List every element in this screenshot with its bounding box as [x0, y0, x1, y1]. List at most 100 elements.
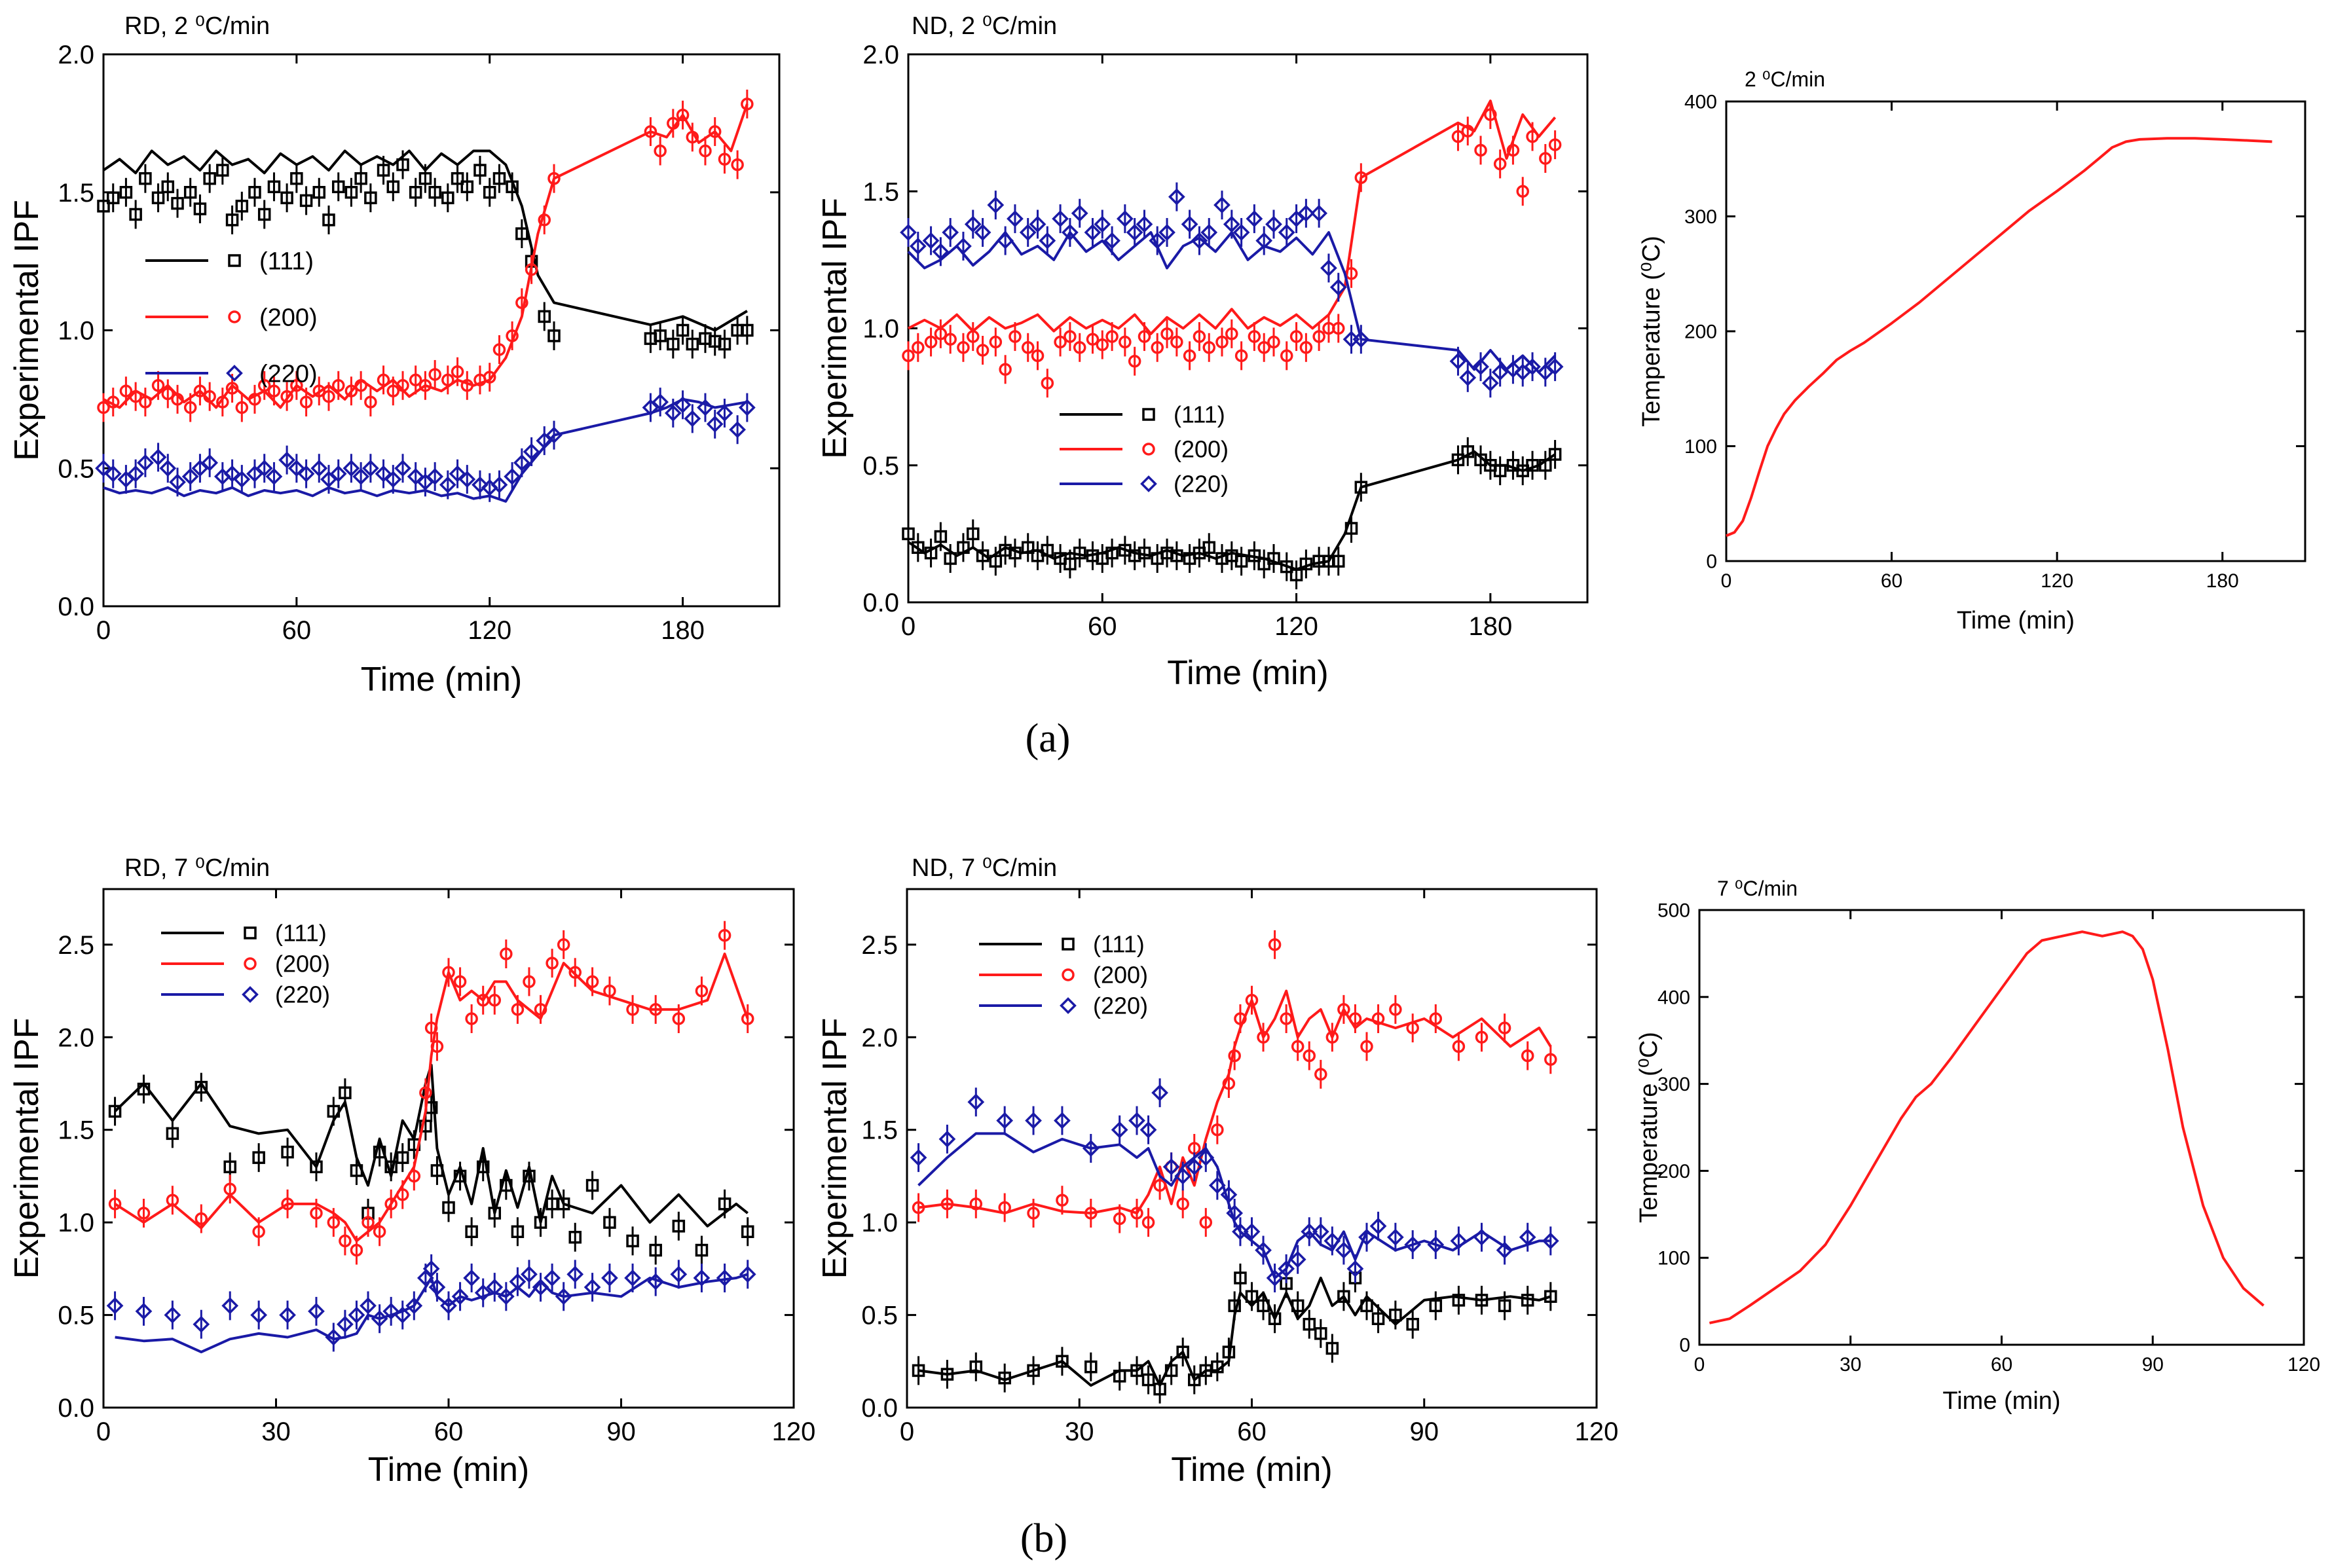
data-point	[396, 379, 409, 392]
data-point	[1291, 1299, 1305, 1313]
data-point	[1389, 1003, 1402, 1016]
y-tick-label: 2.5	[861, 931, 898, 960]
data-point	[674, 396, 692, 414]
legend-label: (111)	[1174, 401, 1225, 428]
x-tick-label: 180	[1468, 612, 1512, 641]
chart-title: 7 ⁰C/min	[1717, 877, 1798, 900]
y-tick-label: 500	[1657, 900, 1690, 922]
data-point	[1337, 1003, 1350, 1016]
caption-b: (b)	[1020, 1516, 1067, 1561]
series-line	[103, 103, 749, 409]
data-point	[1064, 330, 1077, 343]
data-point	[1278, 1260, 1295, 1277]
data-point	[460, 180, 474, 194]
data-point	[667, 117, 680, 130]
data-point	[1234, 1271, 1247, 1285]
data-point	[1325, 1030, 1339, 1044]
data-point	[267, 180, 281, 194]
data-point	[1312, 1223, 1329, 1241]
data-point	[1329, 278, 1347, 296]
data-point	[1128, 1112, 1145, 1129]
x-tick-label: 0	[1694, 1354, 1705, 1376]
data-point	[1029, 215, 1046, 233]
data-point	[364, 395, 377, 409]
data-point	[684, 410, 701, 428]
y-tick-label: 0	[1679, 1335, 1690, 1357]
data-point	[957, 541, 970, 555]
x-tick-label: 60	[282, 616, 312, 645]
data-point	[344, 186, 358, 199]
data-point	[664, 405, 682, 422]
data-point	[171, 196, 184, 210]
data-point	[451, 365, 464, 378]
data-point	[934, 530, 948, 543]
x-tick-label: 120	[468, 616, 511, 645]
legend-marker	[244, 957, 257, 970]
data-point	[1019, 224, 1037, 241]
data-point	[257, 379, 271, 392]
data-point	[1312, 330, 1325, 343]
data-point	[1234, 349, 1248, 363]
data-point	[1054, 335, 1067, 349]
series-111	[912, 1264, 1557, 1404]
data-point	[996, 1112, 1014, 1129]
x-axis-title: Time (min)	[368, 1451, 530, 1489]
data-point	[1267, 335, 1280, 349]
x-tick-label: 0	[96, 1417, 111, 1446]
data-point	[538, 310, 551, 323]
data-point	[430, 1164, 444, 1177]
data-point	[667, 337, 680, 351]
data-point	[280, 390, 293, 403]
legend-marker	[242, 986, 259, 1003]
series-line	[1726, 137, 2272, 538]
data-point	[1136, 215, 1153, 233]
data-point	[166, 1127, 179, 1140]
data-point	[1199, 1216, 1213, 1229]
data-point	[1138, 546, 1151, 560]
x-axis-title: Time (min)	[1171, 1451, 1333, 1489]
data-point	[1222, 1077, 1236, 1090]
data-point	[912, 341, 925, 354]
data-point	[463, 1269, 481, 1286]
data-point	[741, 1012, 754, 1025]
y-axis-title: Experimental IPF	[8, 200, 46, 461]
data-point	[583, 1279, 601, 1296]
data-point	[932, 243, 950, 261]
data-point	[472, 476, 489, 494]
data-point	[998, 1201, 1011, 1214]
data-point	[1054, 1112, 1071, 1129]
data-point	[1245, 1290, 1259, 1304]
chart-title: 2 ⁰C/min	[1745, 67, 1825, 91]
data-point	[676, 108, 690, 122]
y-tick-label: 0.0	[58, 593, 94, 621]
data-point	[386, 384, 400, 397]
data-point	[1094, 215, 1111, 233]
data-point	[1220, 1186, 1238, 1203]
data-point	[97, 200, 110, 213]
y-tick-label: 0.5	[58, 1302, 94, 1330]
data-point	[426, 468, 444, 485]
data-point	[181, 468, 199, 485]
data-point	[1371, 1312, 1385, 1325]
data-point	[511, 1003, 525, 1016]
data-point	[967, 330, 980, 343]
y-axis-title: Experimental IPF	[8, 1018, 46, 1279]
data-point	[940, 1368, 954, 1381]
legend-label: (200)	[1174, 436, 1229, 463]
chart-title: ND, 2 ⁰C/min	[912, 12, 1057, 40]
data-point	[1354, 481, 1368, 494]
legend-marker	[1062, 968, 1075, 981]
x-axis-title: Time (min)	[1957, 607, 2075, 634]
data-point	[964, 215, 982, 233]
data-point	[1168, 188, 1185, 206]
data-point	[601, 1269, 618, 1286]
data-point	[1310, 204, 1328, 222]
data-point	[902, 349, 915, 363]
data-point	[676, 323, 690, 337]
data-point	[428, 186, 441, 199]
data-point	[216, 164, 229, 177]
data-point	[127, 465, 145, 483]
data-point	[1314, 1327, 1327, 1340]
data-point	[151, 379, 165, 392]
y-tick-label: 2.5	[58, 931, 94, 960]
